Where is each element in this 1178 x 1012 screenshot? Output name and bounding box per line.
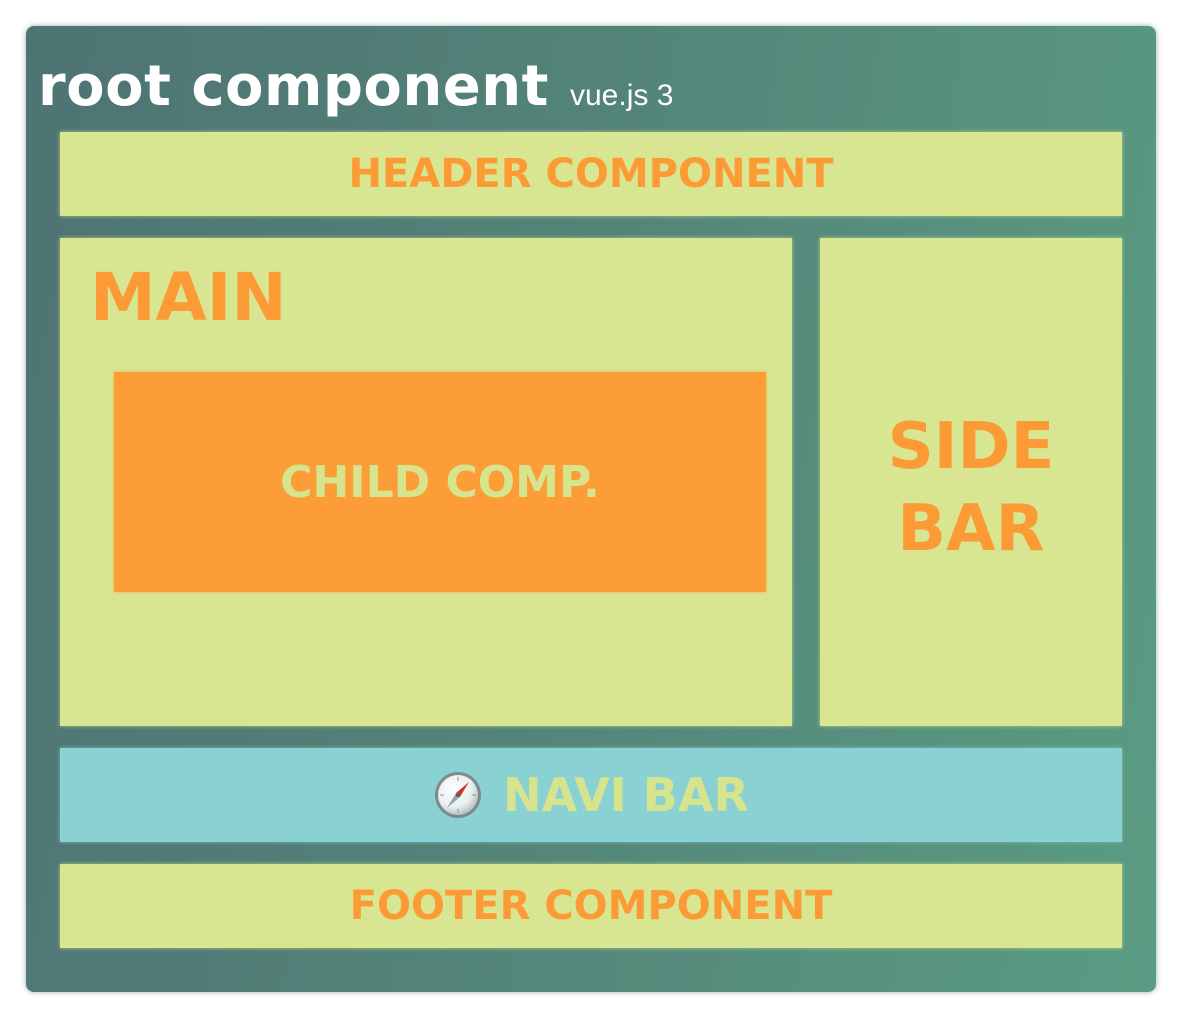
navi-bar-component: NAVI BAR xyxy=(60,748,1122,842)
root-title-row: root component vue.js 3 xyxy=(38,54,673,119)
header-component: HEADER COMPONENT xyxy=(60,132,1122,216)
sidebar-label: SIDE BAR xyxy=(820,406,1122,570)
footer-label: FOOTER COMPONENT xyxy=(349,883,833,929)
root-component: root component vue.js 3 HEADER COMPONENT… xyxy=(26,26,1156,992)
footer-component: FOOTER COMPONENT xyxy=(60,864,1122,948)
sidebar-label-line2: BAR xyxy=(897,492,1045,566)
navi-bar-label: NAVI BAR xyxy=(503,768,749,822)
child-component: CHILD COMP. xyxy=(114,372,766,592)
root-title: root component xyxy=(38,54,549,119)
sidebar-label-line1: SIDE xyxy=(887,410,1055,484)
main-component: MAIN CHILD COMP. xyxy=(60,238,792,726)
root-subtitle: vue.js 3 xyxy=(569,79,674,112)
navi-bar-content: NAVI BAR xyxy=(60,748,1122,842)
main-label: MAIN xyxy=(90,259,287,336)
child-label: CHILD COMP. xyxy=(280,456,600,508)
header-label: HEADER COMPONENT xyxy=(348,151,834,197)
compass-icon xyxy=(435,772,482,818)
sidebar-component: SIDE BAR xyxy=(820,238,1122,726)
